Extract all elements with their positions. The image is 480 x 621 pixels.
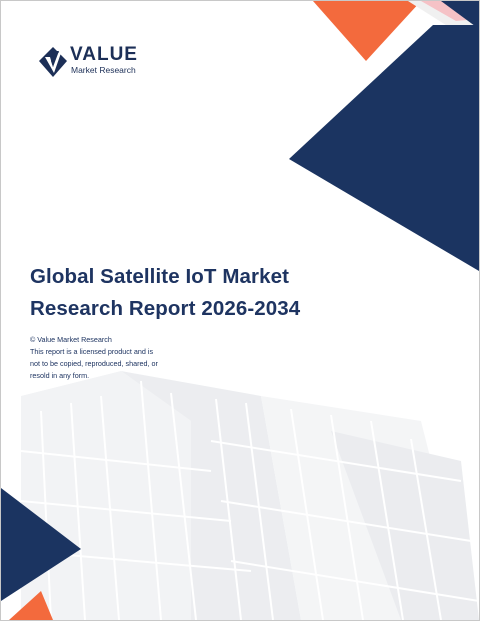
copyright-notice: © Value Market Research This report is a… — [30, 334, 190, 382]
navy-corner-top — [441, 1, 479, 29]
navy-diamond-right — [289, 25, 479, 271]
license-line-1: This report is a licensed product and is — [30, 347, 154, 356]
navy-triangle-bottom — [1, 488, 81, 601]
report-title: Global Satellite IoT Market Research Rep… — [30, 261, 300, 325]
license-line-3: resold in any form. — [30, 371, 90, 380]
logo-wordmark: VALUE — [70, 44, 138, 65]
logo-subtitle: Market Research — [71, 65, 136, 75]
company-logo: VALUE Market Research — [39, 45, 159, 81]
report-title-line-1: Global Satellite IoT Market — [30, 265, 290, 288]
report-title-line-2: Research Report 2026-2034 — [30, 297, 301, 320]
orange-triangle-bottom — [9, 591, 53, 620]
license-line-2: not to be copied, reproduced, shared, or — [30, 359, 158, 368]
orange-triangle-top — [313, 1, 421, 61]
copyright-line: © Value Market Research — [30, 335, 112, 344]
building-background — [20, 371, 479, 620]
logo-mark-icon — [39, 47, 67, 77]
